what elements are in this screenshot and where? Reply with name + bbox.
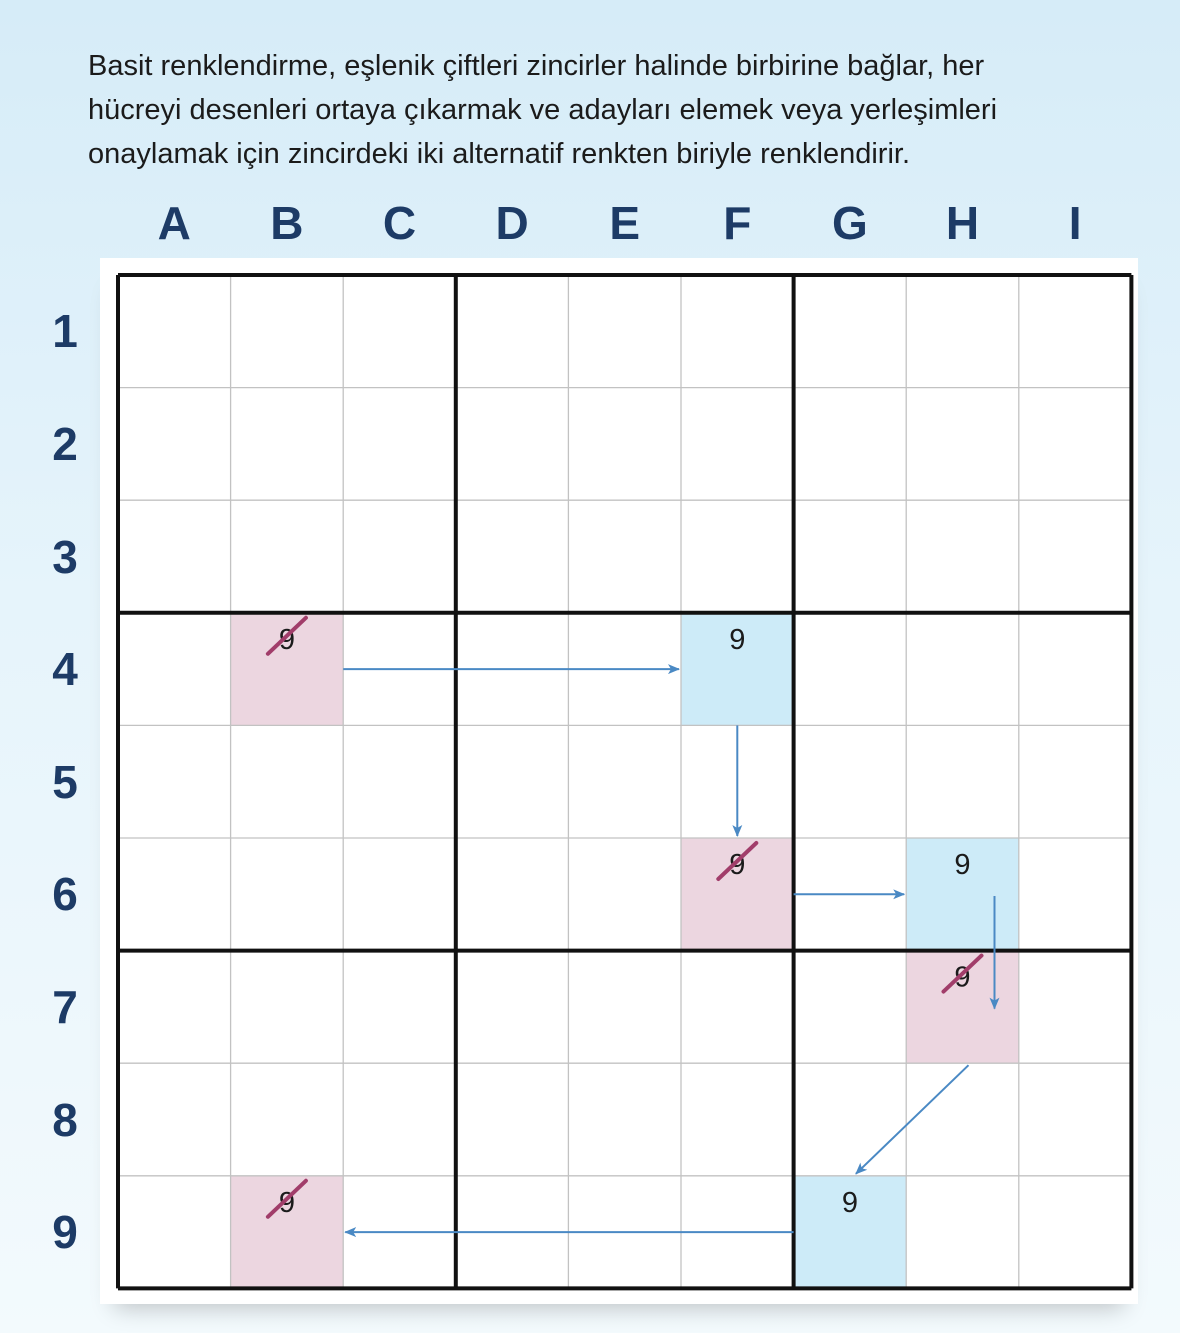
cell-b4-highlight — [230, 612, 344, 726]
column-label-i: I — [1068, 197, 1082, 249]
chain-arrow-h7-to-g9 — [855, 1064, 970, 1175]
row-label-5: 5 — [52, 755, 78, 808]
cell-highlights — [230, 612, 1019, 1289]
description-line-3: onaylamak için zincirdeki iki alternatif… — [88, 138, 911, 170]
cell-b9-highlight — [230, 1175, 344, 1289]
description-line-1: Basit renklendirme, eşlenik çiftleri zin… — [88, 50, 985, 82]
cell-g9-digit: 9 — [842, 1187, 858, 1219]
row-label-8: 8 — [52, 1093, 78, 1146]
row-label-9: 9 — [52, 1206, 78, 1259]
board-background — [100, 258, 1138, 1304]
row-label-3: 3 — [52, 530, 78, 583]
column-label-a: A — [157, 197, 191, 249]
column-label-e: E — [609, 197, 641, 249]
box-borders — [116, 273, 1134, 1291]
column-label-f: F — [723, 197, 752, 249]
cell-b9-strike — [265, 1178, 308, 1219]
row-label-7: 7 — [52, 980, 78, 1033]
cell-f4-highlight — [681, 612, 794, 726]
cell-b4-strike — [265, 615, 308, 656]
thin-grid-lines — [118, 275, 1132, 1289]
cell-h7-strike — [941, 953, 984, 994]
cell-f6-strike — [716, 841, 759, 881]
cell-h6-highlight — [906, 838, 1019, 951]
cell-f4-digit: 9 — [729, 624, 745, 656]
row-label-1: 1 — [52, 305, 78, 358]
cell-h6-digit: 9 — [954, 849, 970, 881]
cell-g9-highlight — [793, 1175, 907, 1289]
row-label-2: 2 — [52, 417, 78, 470]
description-line-2: hücreyi desenleri ortaya çıkarmak ve ada… — [88, 94, 998, 126]
chain-arrows — [343, 664, 1000, 1238]
column-label-g: G — [832, 197, 868, 249]
column-label-c: C — [382, 197, 417, 249]
cell-h7-highlight — [906, 950, 1019, 1064]
column-label-h: H — [945, 197, 980, 249]
description-text: Basit renklendirme, eşlenik çiftleri zin… — [88, 44, 1128, 176]
row-label-6: 6 — [52, 868, 78, 921]
cell-f6-highlight — [681, 838, 794, 951]
column-label-b: B — [270, 197, 304, 249]
row-label-4: 4 — [52, 643, 78, 696]
column-label-d: D — [495, 197, 529, 249]
